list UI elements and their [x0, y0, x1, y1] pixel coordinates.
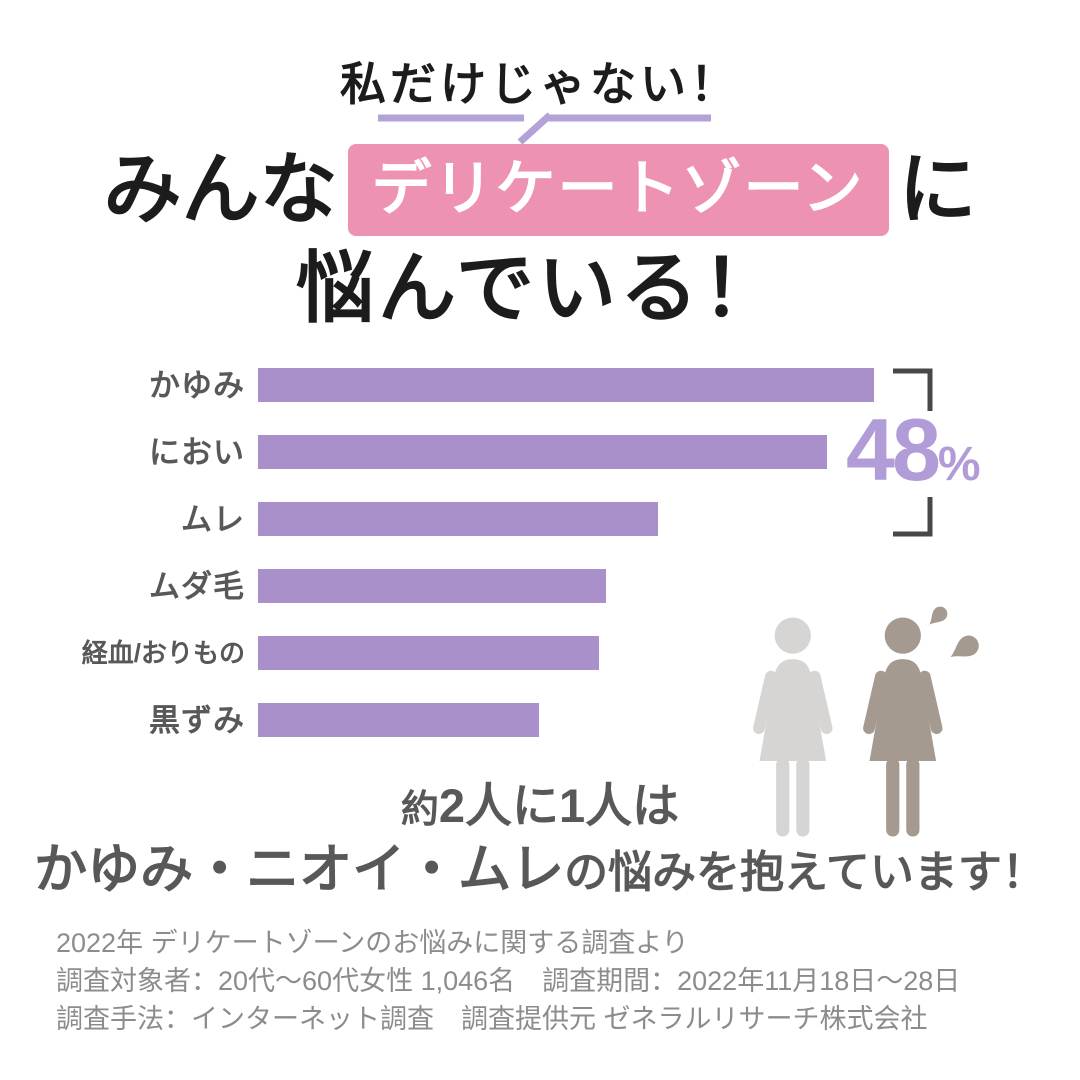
bar [258, 435, 827, 469]
bar-label: かゆみ [149, 367, 245, 403]
bar [258, 368, 874, 402]
statement-emphasis: かゆみ・ニオイ・ムレ [34, 840, 565, 900]
footnote-line: 調査対象者：20代～60代女性 1,046名 調査期間：2022年11月18日～… [56, 966, 961, 996]
bar-label: ムダ毛 [149, 568, 245, 604]
bar [258, 703, 539, 737]
survey-footnotes: 2022年 デリケートゾーンのお悩みに関する調査より 調査対象者：20代～60代… [56, 924, 960, 1038]
statement-line2-rest: の悩みを抱えています！ [564, 848, 1046, 898]
bar-label: ムレ [181, 501, 245, 537]
title-post: に [898, 146, 977, 233]
footnote-line: 調査手法：インターネット調査 調査提供元 ゼネラルリサーチ株式会社 [56, 1004, 928, 1034]
bar-label: におい [149, 434, 245, 470]
bar [258, 636, 599, 670]
chart-row: 経血/おりもの [0, 636, 1000, 670]
percentage-unit: % [937, 438, 981, 491]
women-pictograms [751, 606, 979, 837]
tagline-underline-decoration [378, 112, 711, 145]
bar [258, 502, 658, 536]
chart-row: ムレ [0, 502, 1000, 536]
bar [258, 569, 606, 603]
title-line-1: みんな デリケートゾーン に [0, 144, 1080, 236]
percentage-callout: 48% [846, 406, 981, 494]
statement-line-1: 約2人に1人は [0, 778, 1080, 834]
footnote-line: 2022年 デリケートゾーンのお悩みに関する調査より [56, 928, 689, 958]
statement-line1-text: 2人に1人は [438, 779, 680, 832]
woman-sweat-icon [861, 606, 979, 837]
chart-row: かゆみ [0, 368, 1000, 402]
chart-row: 黒ずみ [0, 703, 1000, 737]
title-line-2: 悩んでいる！ [295, 245, 785, 332]
bar-label: 経血/おりもの [81, 638, 245, 668]
sweat-drop-icon [950, 635, 979, 658]
title-highlight: デリケートゾーン [347, 144, 889, 236]
statement-line-2: かゆみ・ニオイ・ムレの悩みを抱えています！ [0, 838, 1080, 902]
title-pre: みんな [103, 146, 338, 233]
bar-chart: かゆみにおいムレムダ毛経血/おりもの黒ずみ [0, 368, 1000, 770]
statement-prefix: 約 [400, 789, 439, 831]
statement: 約2人に1人は かゆみ・ニオイ・ムレの悩みを抱えています！ [0, 778, 1080, 902]
sweat-drop-icon [929, 606, 948, 625]
bracket-decoration [893, 368, 933, 537]
chart-row: におい [0, 435, 1000, 469]
percentage-value: 48 [846, 400, 941, 499]
chart-row: ムダ毛 [0, 569, 1000, 603]
bar-label: 黒ずみ [149, 702, 245, 738]
tagline: 私だけじゃない！ [340, 58, 740, 110]
